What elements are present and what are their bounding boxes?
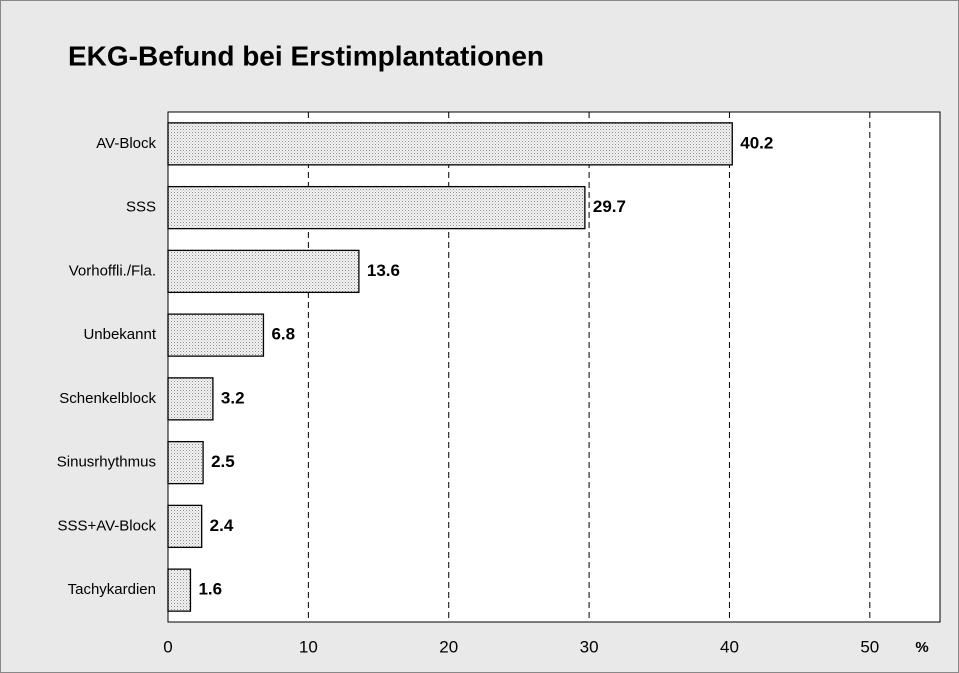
x-tick-label: 40 bbox=[720, 637, 739, 656]
x-tick-label: 10 bbox=[299, 637, 318, 656]
y-tick-label: Tachykardien bbox=[68, 581, 156, 598]
y-tick-label: Unbekannt bbox=[83, 326, 156, 343]
x-tick-label: 50 bbox=[860, 637, 879, 656]
chart-title: EKG-Befund bei Erstimplantationen bbox=[68, 40, 544, 71]
x-tick-label: 30 bbox=[580, 637, 599, 656]
value-label: 29.7 bbox=[593, 197, 626, 216]
bar bbox=[167, 185, 586, 230]
bar bbox=[167, 504, 203, 549]
bar bbox=[167, 377, 214, 421]
x-tick-label: 20 bbox=[439, 637, 458, 656]
x-tick-label: 0 bbox=[163, 637, 172, 656]
x-axis-label: % bbox=[915, 639, 928, 656]
value-label: 1.6 bbox=[198, 580, 222, 599]
value-label: 2.5 bbox=[211, 452, 235, 471]
y-tick-label: SSS+AV-Block bbox=[57, 517, 156, 534]
y-tick-label: Sinusrhythmus bbox=[57, 454, 156, 471]
y-tick-label: SSS bbox=[126, 199, 156, 216]
value-label: 2.4 bbox=[210, 516, 234, 535]
y-tick-label: AV-Block bbox=[96, 135, 156, 152]
y-tick-label: Vorhoffli./Fla. bbox=[69, 262, 156, 279]
value-label: 13.6 bbox=[367, 261, 400, 280]
bar bbox=[167, 122, 733, 166]
y-tick-label: Schenkelblock bbox=[59, 390, 156, 407]
bar bbox=[167, 568, 192, 612]
value-label: 6.8 bbox=[271, 325, 295, 344]
value-label: 40.2 bbox=[740, 133, 773, 152]
bar bbox=[167, 313, 265, 357]
value-label: 3.2 bbox=[221, 388, 245, 407]
bar bbox=[167, 249, 360, 294]
bar bbox=[167, 440, 204, 485]
